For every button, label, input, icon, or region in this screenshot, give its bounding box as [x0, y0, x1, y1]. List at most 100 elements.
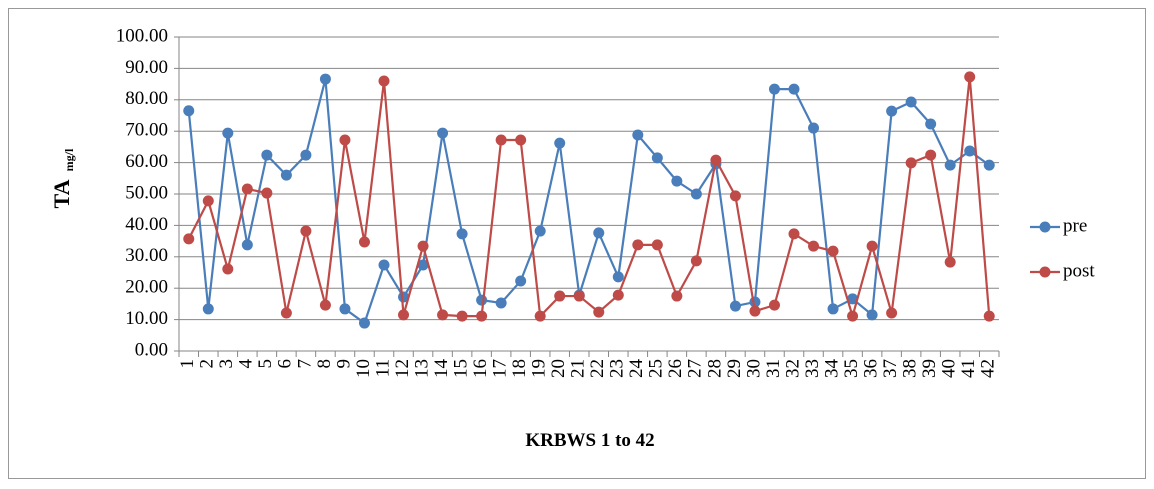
data-point: [222, 263, 234, 275]
data-point: [768, 83, 780, 95]
data-point: [886, 307, 898, 319]
y-tick-label: 60.00: [125, 151, 168, 172]
data-point: [612, 289, 624, 301]
data-point: [495, 134, 507, 146]
x-tick-label: 14: [431, 359, 452, 379]
data-point: [202, 195, 214, 207]
x-tick-label: 37: [880, 359, 901, 378]
data-point: [554, 290, 566, 302]
data-point: [261, 149, 273, 161]
data-point: [983, 310, 995, 322]
data-point: [573, 290, 585, 302]
data-point: [241, 183, 253, 195]
x-tick-label: 23: [607, 359, 628, 378]
x-tick-label: 19: [529, 359, 550, 378]
data-point: [788, 83, 800, 95]
data-point: [280, 307, 292, 319]
data-point: [925, 118, 937, 130]
data-point: [183, 233, 195, 245]
x-tick-label: 5: [255, 359, 276, 369]
x-tick-label: 15: [450, 359, 471, 378]
data-point: [944, 159, 956, 171]
data-point: [476, 310, 488, 322]
legend-marker: [1039, 266, 1051, 278]
y-axis-title: TA: [49, 179, 74, 208]
data-point: [866, 240, 878, 252]
x-tick-label: 33: [802, 359, 823, 378]
x-tick-label: 28: [704, 359, 725, 378]
data-point: [886, 105, 898, 117]
data-point: [378, 259, 390, 271]
data-point: [358, 236, 370, 248]
data-point: [808, 122, 820, 134]
x-tick-label: 32: [782, 359, 803, 378]
data-point: [808, 240, 820, 252]
x-tick-label: 38: [900, 359, 921, 378]
x-axis-title: KRBWS 1 to 42: [525, 430, 654, 451]
data-point: [983, 159, 995, 171]
y-tick-label: 90.00: [125, 57, 168, 78]
data-point: [925, 149, 937, 161]
data-point: [905, 157, 917, 169]
x-tick-label: 24: [626, 359, 647, 379]
data-point: [300, 149, 312, 161]
legend-label: pre: [1063, 215, 1087, 236]
data-point: [827, 303, 839, 315]
x-tick-label: 22: [587, 359, 608, 378]
data-point: [319, 73, 331, 85]
x-tick-label: 40: [939, 359, 960, 378]
data-point: [632, 129, 644, 141]
data-point: [729, 300, 741, 312]
data-point: [437, 309, 449, 321]
data-point: [593, 306, 605, 318]
x-tick-label: 39: [919, 359, 940, 378]
chart-frame: [8, 8, 1146, 479]
data-point: [554, 137, 566, 149]
y-tick-label: 0.00: [135, 339, 168, 360]
x-tick-label: 3: [216, 359, 237, 369]
x-tick-label: 12: [392, 359, 413, 378]
data-point: [671, 290, 683, 302]
data-point: [456, 310, 468, 322]
x-tick-label: 26: [665, 359, 686, 378]
x-tick-label: 25: [646, 359, 667, 378]
data-point: [651, 152, 663, 164]
legend-marker: [1039, 221, 1051, 233]
y-tick-label: 70.00: [125, 120, 168, 141]
data-point: [339, 134, 351, 146]
x-tick-label: 7: [294, 359, 315, 369]
data-point: [358, 317, 370, 329]
x-tick-label: 36: [860, 359, 881, 378]
x-tick-label: 9: [333, 359, 354, 369]
data-point: [690, 188, 702, 200]
data-point: [749, 305, 761, 317]
x-tick-label: 6: [275, 359, 296, 369]
x-tick-label: 29: [724, 359, 745, 378]
x-tick-label: 16: [470, 359, 491, 378]
data-point: [671, 175, 683, 187]
data-point: [515, 275, 527, 287]
data-point: [788, 228, 800, 240]
data-point: [495, 297, 507, 309]
x-tick-label: 41: [958, 359, 979, 378]
x-tick-label: 42: [978, 359, 999, 378]
series-line: [187, 76, 991, 321]
x-tick-label: 17: [490, 359, 511, 378]
y-tick-label: 20.00: [125, 277, 168, 298]
data-point: [300, 225, 312, 237]
data-point: [280, 169, 292, 181]
x-tick-label: 30: [743, 359, 764, 378]
x-tick-label: 10: [353, 359, 374, 378]
data-point: [398, 309, 410, 321]
data-point: [476, 294, 488, 306]
data-point: [964, 145, 976, 157]
data-point: [710, 154, 722, 166]
x-tick-label: 2: [197, 359, 218, 369]
data-point: [827, 245, 839, 257]
data-point: [261, 187, 273, 199]
data-point: [456, 228, 468, 240]
x-tick-label: 8: [314, 359, 335, 369]
data-point: [378, 75, 390, 87]
